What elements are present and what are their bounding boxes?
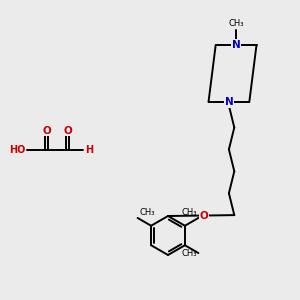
Text: H: H — [85, 145, 93, 155]
Text: O: O — [42, 125, 51, 136]
Text: O: O — [200, 211, 208, 220]
Text: N: N — [224, 97, 233, 107]
Text: CH₃: CH₃ — [181, 248, 196, 257]
Text: CH₃: CH₃ — [228, 19, 244, 28]
Text: O: O — [63, 125, 72, 136]
Text: HO: HO — [9, 145, 25, 155]
Text: N: N — [232, 40, 241, 50]
Text: CH₃: CH₃ — [181, 208, 196, 217]
Text: CH₃: CH₃ — [140, 208, 155, 217]
